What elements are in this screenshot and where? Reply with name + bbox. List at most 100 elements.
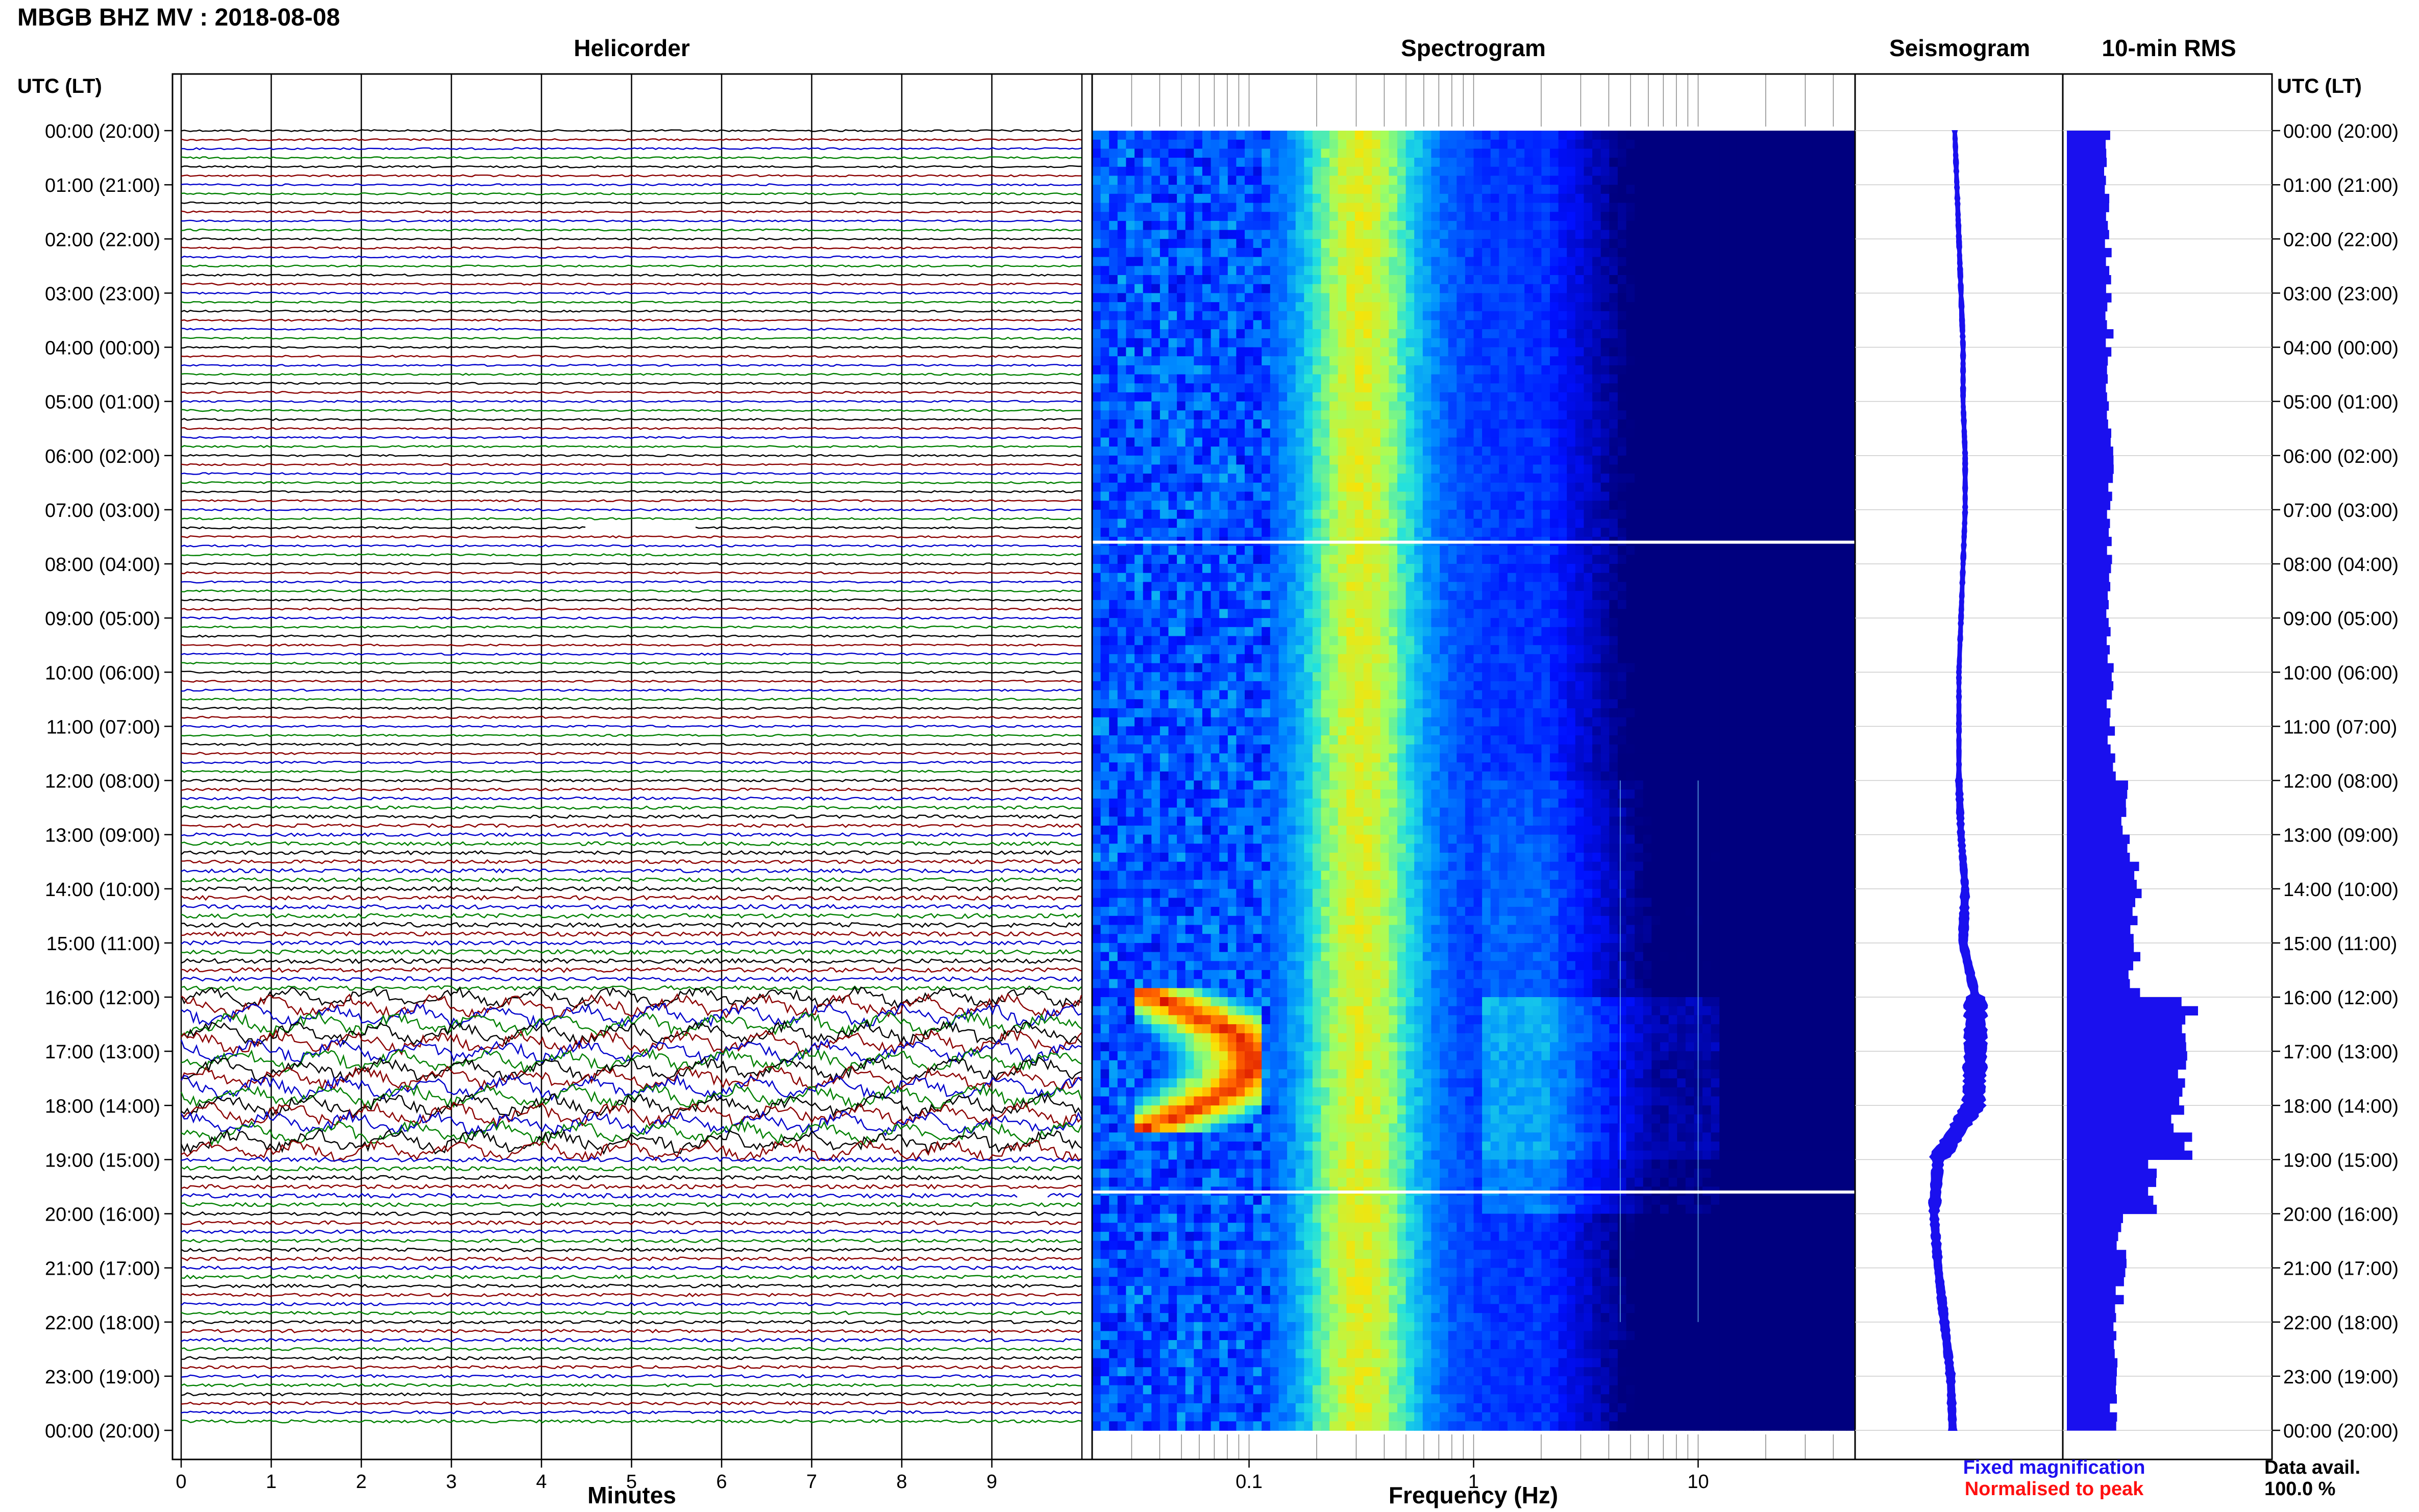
spectrogram-cell	[1414, 428, 1423, 438]
spectrogram-cell	[1202, 166, 1212, 177]
spectrogram-cell	[1507, 347, 1517, 357]
spectrogram-cell	[1762, 555, 1771, 564]
spectrogram-cell	[1405, 247, 1415, 258]
spectrogram-cell	[1457, 131, 1466, 140]
spectrogram-cell	[1651, 131, 1661, 140]
spectrogram-cell	[1465, 275, 1474, 285]
spectrogram-cell	[1253, 293, 1262, 303]
spectrogram-cell	[1533, 329, 1542, 339]
spectrogram-cell	[1762, 347, 1771, 357]
spectrogram-cell	[1499, 131, 1508, 140]
spectrogram-cell	[1558, 266, 1567, 276]
spectrogram-cell	[1304, 185, 1313, 194]
spectrogram-cell	[1177, 428, 1186, 438]
spectrogram-cell	[1567, 482, 1576, 492]
spectrogram-cell	[1753, 591, 1763, 601]
spectrogram-cell	[1287, 176, 1296, 185]
spectrogram-cell	[1270, 356, 1279, 366]
spectrogram-cell	[1151, 257, 1161, 267]
spectrogram-cell	[1482, 474, 1491, 483]
spectrogram-cell	[1227, 338, 1237, 348]
spectrogram-cell	[1804, 383, 1813, 393]
spectrogram-cell	[1694, 455, 1703, 465]
spectrogram-cell	[1405, 266, 1415, 276]
spectrogram-cell	[1600, 266, 1610, 276]
spectrogram-cell	[1100, 464, 1109, 474]
spectrogram-cell	[1457, 600, 1466, 610]
spectrogram-cell	[1304, 257, 1313, 267]
spectrogram-cell	[1295, 509, 1305, 519]
spectrogram-cell	[1558, 293, 1567, 303]
spectrogram-cell	[1482, 284, 1491, 294]
spectrogram-cell	[1329, 185, 1339, 194]
spectrogram-cell	[1762, 509, 1771, 519]
spectrogram-cell	[1431, 320, 1440, 330]
spectrogram-cell	[1617, 392, 1627, 402]
spectrogram-cell	[1177, 401, 1186, 411]
spectrogram-cell	[1677, 419, 1686, 429]
spectrogram-cell	[1626, 230, 1635, 240]
spectrogram-cell	[1558, 212, 1567, 221]
spectrogram-cell	[1575, 320, 1585, 330]
spectrogram-cell	[1482, 419, 1491, 429]
spectrogram-cell	[1702, 383, 1712, 393]
helicorder-trace	[181, 553, 1082, 557]
spectrogram-cell	[1448, 374, 1458, 384]
spectrogram-cell	[1372, 546, 1381, 556]
spectrogram-cell	[1262, 573, 1271, 583]
spectrogram-cell	[1516, 247, 1525, 258]
spectrogram-cell	[1109, 356, 1118, 366]
spectrogram-cell	[1363, 591, 1372, 601]
spectrogram-cell	[1575, 185, 1585, 194]
spectrogram-cell	[1473, 302, 1483, 312]
spectrogram-cell	[1550, 383, 1559, 393]
spectrogram-cell	[1253, 509, 1262, 519]
spectrogram-cell	[1278, 573, 1288, 583]
helicorder-trace	[181, 931, 1082, 937]
spectrogram-cell	[1134, 474, 1144, 483]
spectrogram-cell	[1194, 428, 1203, 438]
spectrogram-cell	[1473, 347, 1483, 357]
spectrogram-cell	[1592, 582, 1601, 591]
spectrogram-cell	[1304, 509, 1313, 519]
spectrogram-cell	[1651, 383, 1661, 393]
spectrogram-cell	[1329, 509, 1339, 519]
helicorder-trace	[181, 904, 1082, 910]
spectrogram-cell	[1541, 410, 1550, 420]
spectrogram-cell	[1389, 284, 1398, 294]
spectrogram-cell	[1499, 383, 1508, 393]
spectrogram-cell	[1533, 518, 1542, 529]
spectrogram-cell	[1651, 203, 1661, 212]
spectrogram-cell	[1312, 528, 1322, 537]
spectrogram-cell	[1117, 410, 1127, 420]
spectrogram-cell	[1389, 437, 1398, 447]
spectrogram-cell	[1779, 185, 1788, 194]
spectrogram-cell	[1253, 419, 1262, 429]
spectrogram-cell	[1253, 320, 1262, 330]
spectrogram-cell	[1575, 428, 1585, 438]
spectrogram-cell	[1668, 509, 1677, 519]
spectrogram-cell	[1584, 139, 1593, 150]
spectrogram-cell	[1092, 491, 1101, 501]
spectrogram-cell	[1185, 166, 1195, 177]
spectrogram-cell	[1397, 474, 1406, 483]
spectrogram-cell	[1736, 447, 1745, 456]
spectrogram-cell	[1109, 302, 1118, 312]
spectrogram-cell	[1168, 401, 1177, 411]
spectrogram-cell	[1668, 266, 1677, 276]
helicorder-trace	[181, 1374, 1082, 1379]
spectrogram-cell	[1109, 275, 1118, 285]
spectrogram-cell	[1490, 293, 1500, 303]
spectrogram-cell	[1431, 230, 1440, 240]
spectrogram-cell	[1253, 148, 1262, 158]
spectrogram-cell	[1660, 383, 1669, 393]
spectrogram-cell	[1727, 474, 1737, 483]
spectrogram-cell	[1270, 257, 1279, 267]
spectrogram-cell	[1677, 410, 1686, 420]
spectrogram-cell	[1465, 455, 1474, 465]
spectrogram-cell	[1117, 474, 1127, 483]
spectrogram-cell	[1151, 356, 1161, 366]
spectrogram-cell	[1278, 464, 1288, 474]
spectrogram-cell	[1567, 302, 1576, 312]
spectrogram-cell	[1719, 455, 1729, 465]
